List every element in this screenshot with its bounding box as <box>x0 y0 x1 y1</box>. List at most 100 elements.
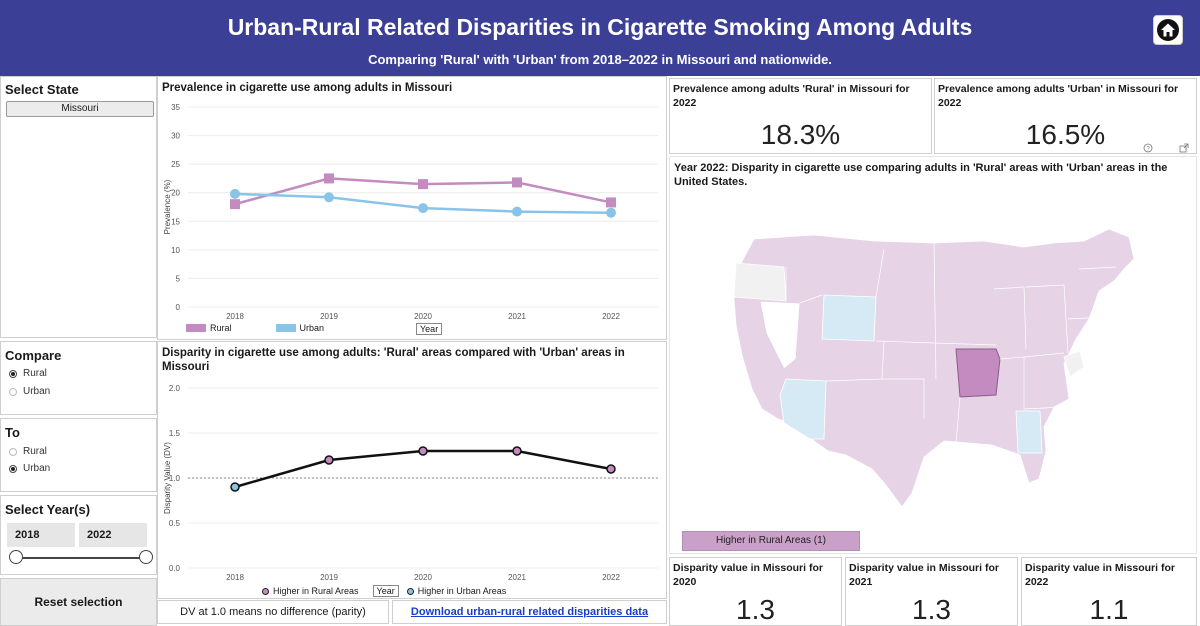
disparity-series-line <box>234 449 612 489</box>
kpi-dv-2021-value: 1.3 <box>912 594 951 625</box>
y-tick-label: 10 <box>171 246 180 255</box>
legend-urban-swatch <box>275 324 296 332</box>
year-end-input[interactable]: 2022 <box>79 523 147 547</box>
to-panel: To Rural Urban <box>0 418 157 492</box>
year-start-input[interactable]: 2018 <box>7 523 75 547</box>
compare-option-urban-label: Urban <box>23 386 51 397</box>
higher-rural-data-point <box>418 446 428 456</box>
y-tick-label: 30 <box>171 132 180 141</box>
kpi-dv-2022: Disparity value in Missouri for 2022 1.1 <box>1021 557 1197 626</box>
kpi-dv-2020: Disparity value in Missouri for 2020 1.3 <box>669 557 842 626</box>
kpi-rural-value: 18.3% <box>760 119 841 150</box>
y-tick-label: 15 <box>171 217 180 226</box>
y-tick-label: 20 <box>171 189 180 198</box>
to-label: To <box>5 425 20 440</box>
reset-selection-button[interactable]: Reset selection <box>0 578 157 626</box>
svg-text:?: ? <box>1146 147 1150 153</box>
x-tick-label: 2021 <box>508 573 526 582</box>
year-slider-track[interactable] <box>15 557 145 559</box>
x-tick-label: 2018 <box>226 573 244 582</box>
home-icon <box>1157 19 1179 41</box>
state-missouri-button[interactable]: Missouri <box>6 101 154 117</box>
prevalence-chart-panel: Prevalence in cigarette use among adults… <box>157 76 667 340</box>
radio-selected-icon <box>9 369 17 378</box>
select-years-label: Select Year(s) <box>5 502 91 517</box>
to-option-rural[interactable]: Rural <box>9 446 47 457</box>
radio-unselected-icon <box>9 447 17 456</box>
page-subtitle: Comparing 'Rural' with 'Urban' from 2018… <box>368 52 832 67</box>
state-west-virginia[interactable] <box>1063 350 1085 378</box>
compare-label: Compare <box>5 348 62 363</box>
state-nevada[interactable] <box>759 300 801 370</box>
state-oregon[interactable] <box>733 262 787 302</box>
legend-rural-marker <box>262 587 269 595</box>
x-tick-label: 2020 <box>414 312 432 321</box>
x-tick-label: 2019 <box>320 573 338 582</box>
y-tick-label: 25 <box>171 160 180 169</box>
compare-panel: Compare Rural Urban <box>0 341 157 415</box>
prevalence-legend: Rural Urban <box>186 323 324 333</box>
expand-icon[interactable] <box>1179 143 1189 153</box>
y-axis-label: Disparity Value (DV) <box>163 442 172 514</box>
legend-rural-label: Rural <box>210 323 232 333</box>
disparity-year-axis-button[interactable]: Year <box>372 585 399 597</box>
urban-data-point <box>606 207 616 218</box>
state-arizona[interactable] <box>779 378 827 440</box>
map-title: Year 2022: Disparity in cigarette use co… <box>674 162 1168 188</box>
y-tick-label: 1.5 <box>169 429 181 438</box>
x-tick-label: 2022 <box>602 573 620 582</box>
disparity-legend: Higher in Rural Areas Year Higher in Urb… <box>262 585 506 597</box>
to-option-rural-label: Rural <box>23 446 47 457</box>
urban-data-point <box>512 206 522 217</box>
to-option-urban-label: Urban <box>23 463 51 474</box>
state-missouri[interactable] <box>955 348 1001 398</box>
year-slider-start-handle[interactable] <box>9 550 23 564</box>
x-tick-label: 2018 <box>226 312 244 321</box>
urban-data-point <box>230 188 240 199</box>
prevalence-year-axis-button[interactable]: Year <box>416 323 443 335</box>
x-tick-label: 2019 <box>320 312 338 321</box>
legend-higher-urban-label: Higher in Urban Areas <box>417 586 507 596</box>
download-panel: Download urban-rural related disparities… <box>392 600 667 624</box>
legend-urban-marker <box>406 587 414 595</box>
kpi-dv-2021-label: Disparity value in Missouri for 2021 <box>849 562 999 588</box>
home-button[interactable] <box>1153 15 1183 45</box>
help-icon[interactable]: ? <box>1143 143 1153 153</box>
disparity-chart-title: Disparity in cigarette use among adults:… <box>162 347 625 373</box>
year-slider-end-handle[interactable] <box>139 550 153 564</box>
kpi-urban-prevalence: Prevalence among adults 'Urban' in Misso… <box>934 78 1197 154</box>
y-tick-label: 0 <box>176 303 181 312</box>
higher-rural-data-point <box>512 446 522 456</box>
rural-data-point <box>512 177 522 188</box>
dv-note-panel: DV at 1.0 means no difference (parity) <box>157 600 389 624</box>
legend-rural-swatch <box>186 324 206 332</box>
higher-rural-data-point <box>324 455 334 465</box>
legend-higher-rural-label: Higher in Rural Areas <box>273 586 359 596</box>
radio-unselected-icon <box>9 387 17 396</box>
y-tick-label: 2.0 <box>169 384 181 393</box>
page-title: Urban-Rural Related Disparities in Cigar… <box>227 14 973 40</box>
select-state-label: Select State <box>5 82 79 97</box>
kpi-urban-value: 16.5% <box>1025 119 1106 150</box>
radio-selected-icon <box>9 464 17 473</box>
rural-data-point <box>324 173 334 184</box>
state-wyoming[interactable] <box>821 294 877 342</box>
compare-option-rural[interactable]: Rural <box>9 368 47 379</box>
x-tick-label: 2021 <box>508 312 526 321</box>
disparity-line-chart: 0.0 0.5 1.0 1.5 2.0 2018 2019 2020 2021 2022 Dispa… <box>163 384 658 582</box>
higher-urban-data-point <box>230 482 240 492</box>
select-years-panel: Select Year(s) 2018 2022 <box>0 495 157 575</box>
us-map-panel: Year 2022: Disparity in cigarette use co… <box>669 156 1197 554</box>
download-data-link[interactable]: Download urban-rural related disparities… <box>410 606 649 618</box>
disparity-chart-panel: Disparity in cigarette use among adults:… <box>157 341 667 599</box>
rural-data-point <box>606 197 616 208</box>
compare-option-urban[interactable]: Urban <box>9 386 50 397</box>
prevalence-chart-title: Prevalence in cigarette use among adults… <box>162 82 453 94</box>
y-tick-label: 1.0 <box>169 474 181 483</box>
x-tick-label: 2022 <box>602 312 620 321</box>
us-choropleth-map[interactable] <box>724 229 1164 509</box>
map-legend-rural-higher: Higher in Rural Areas (1) <box>682 531 860 551</box>
state-alabama[interactable] <box>1015 410 1043 454</box>
to-option-urban[interactable]: Urban <box>9 463 50 474</box>
kpi-rural-prevalence: Prevalence among adults 'Rural' in Misso… <box>669 78 932 154</box>
